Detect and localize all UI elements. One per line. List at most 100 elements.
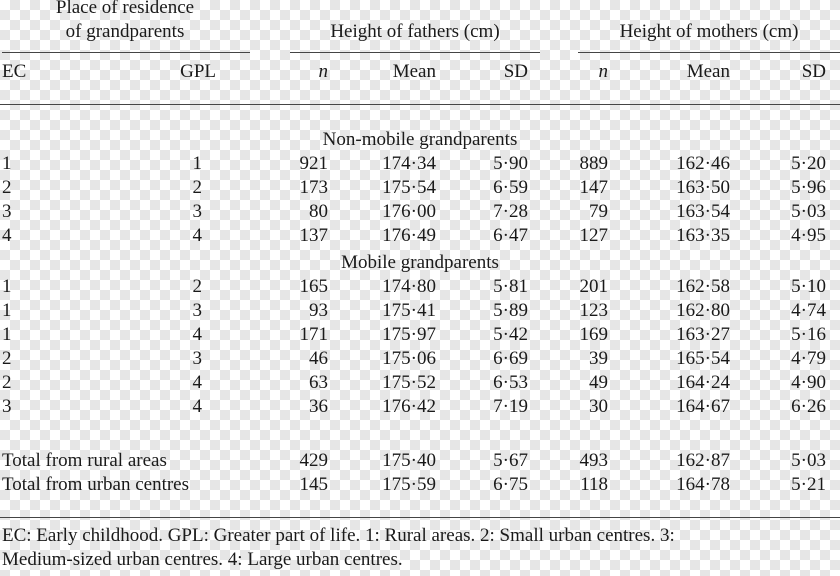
cell-f-n: 921 <box>299 153 329 174</box>
cell-f-n: 171 <box>299 324 329 345</box>
cell-m-sd: 4·95 <box>791 225 826 246</box>
cell-f-n: 137 <box>299 225 329 246</box>
cell-m-sd: 5·03 <box>791 201 826 222</box>
total-f-n: 145 <box>299 474 329 495</box>
cell-f-sd: 7·28 <box>493 201 528 222</box>
cell-f-n: 173 <box>299 177 329 198</box>
cell-gpl: 3 <box>192 348 203 369</box>
cell-f-n: 93 <box>309 300 328 321</box>
total-f-n: 429 <box>299 450 329 471</box>
cell-m-mean: 164·24 <box>676 372 730 393</box>
cell-f-mean: 174·34 <box>382 153 436 174</box>
cell-m-sd: 4·74 <box>791 300 826 321</box>
cell-gpl: 4 <box>192 324 203 345</box>
cell-f-mean: 175·54 <box>382 177 436 198</box>
cell-m-mean: 162·58 <box>676 276 730 297</box>
header-bottom-rule <box>0 104 840 105</box>
total-label: Total from rural areas <box>2 450 167 471</box>
cell-f-mean: 176·49 <box>382 225 436 246</box>
cell-m-n: 889 <box>579 153 609 174</box>
cell-f-sd: 5·90 <box>493 153 528 174</box>
header-rule-place <box>2 52 250 53</box>
cell-f-mean: 175·41 <box>382 300 436 321</box>
table-footnote: EC: Early childhood. GPL: Greater part o… <box>2 524 840 572</box>
cell-m-mean: 163·27 <box>676 324 730 345</box>
total-label: Total from urban centres <box>2 474 190 495</box>
total-f-mean: 175·59 <box>382 474 436 495</box>
cell-gpl: 2 <box>192 177 203 198</box>
cell-ec: 1 <box>2 276 12 297</box>
cell-m-n: 147 <box>579 177 609 198</box>
cell-f-n: 63 <box>309 372 328 393</box>
cell-f-sd: 6·59 <box>493 177 528 198</box>
cell-f-mean: 175·52 <box>382 372 436 393</box>
total-f-mean: 175·40 <box>382 450 436 471</box>
col-header-mothers-n: n <box>598 61 609 82</box>
cell-ec: 1 <box>2 324 12 345</box>
cell-m-mean: 162·80 <box>676 300 730 321</box>
cell-m-mean: 163·54 <box>676 201 730 222</box>
col-header-mothers-mean: Mean <box>686 61 730 82</box>
total-f-sd: 5·67 <box>493 450 528 471</box>
cell-m-mean: 163·35 <box>676 225 730 246</box>
col-header-fathers-n: n <box>318 61 329 82</box>
cell-ec: 4 <box>2 225 12 246</box>
mothers-group-header: Height of mothers (cm) <box>619 21 799 42</box>
total-m-sd: 5·03 <box>791 450 826 471</box>
cell-ec: 1 <box>2 153 12 174</box>
cell-ec: 3 <box>2 201 12 222</box>
total-f-sd: 6·75 <box>493 474 528 495</box>
cell-ec: 3 <box>2 396 12 417</box>
col-header-fathers-mean: Mean <box>392 61 436 82</box>
cell-m-mean: 163·50 <box>676 177 730 198</box>
cell-f-sd: 6·69 <box>493 348 528 369</box>
cell-m-sd: 5·20 <box>791 153 826 174</box>
cell-m-sd: 6·26 <box>791 396 826 417</box>
cell-ec: 1 <box>2 300 12 321</box>
col-header-gpl: GPL <box>180 61 216 82</box>
col-header-mothers-sd: SD <box>801 61 826 82</box>
cell-m-sd: 5·96 <box>791 177 826 198</box>
cell-m-n: 127 <box>579 225 609 246</box>
cell-m-n: 39 <box>589 348 608 369</box>
cell-gpl: 4 <box>192 396 203 417</box>
cell-f-mean: 174·80 <box>382 276 436 297</box>
cell-f-n: 165 <box>299 276 329 297</box>
place-header-line2: of grandparents <box>65 21 185 42</box>
cell-m-n: 201 <box>579 276 609 297</box>
cell-m-sd: 4·79 <box>791 348 826 369</box>
total-m-n: 493 <box>579 450 609 471</box>
place-header-line1: Place of residence <box>55 0 195 18</box>
cell-f-mean: 175·97 <box>382 324 436 345</box>
footnote-line2: Medium-sized urban centres. 4: Large urb… <box>2 549 403 570</box>
cell-f-sd: 6·47 <box>493 225 528 246</box>
footnote-line1: EC: Early childhood. GPL: Greater part o… <box>2 525 675 546</box>
cell-f-mean: 176·00 <box>382 201 436 222</box>
cell-m-n: 79 <box>589 201 608 222</box>
cell-f-n: 36 <box>309 396 328 417</box>
cell-gpl: 3 <box>192 300 203 321</box>
cell-m-n: 123 <box>579 300 609 321</box>
cell-gpl: 4 <box>192 225 203 246</box>
total-m-mean: 164·78 <box>676 474 730 495</box>
cell-m-sd: 5·10 <box>791 276 826 297</box>
cell-f-n: 80 <box>309 201 328 222</box>
cell-f-sd: 5·42 <box>493 324 528 345</box>
total-m-mean: 162·87 <box>676 450 730 471</box>
cell-gpl: 1 <box>192 153 203 174</box>
cell-m-n: 49 <box>589 372 608 393</box>
cell-m-n: 30 <box>589 396 608 417</box>
cell-ec: 2 <box>2 348 12 369</box>
table-bottom-rule <box>0 517 840 518</box>
cell-m-mean: 162·46 <box>676 153 730 174</box>
cell-f-sd: 7·19 <box>493 396 528 417</box>
total-m-n: 118 <box>580 474 608 495</box>
cell-f-mean: 176·42 <box>382 396 436 417</box>
cell-f-sd: 5·89 <box>493 300 528 321</box>
cell-m-mean: 164·67 <box>676 396 730 417</box>
header-rule-mothers <box>578 52 840 53</box>
section-title-mobile: Mobile grandparents <box>341 252 499 273</box>
cell-ec: 2 <box>2 372 12 393</box>
col-header-fathers-sd: SD <box>503 61 528 82</box>
cell-f-sd: 5·81 <box>493 276 528 297</box>
